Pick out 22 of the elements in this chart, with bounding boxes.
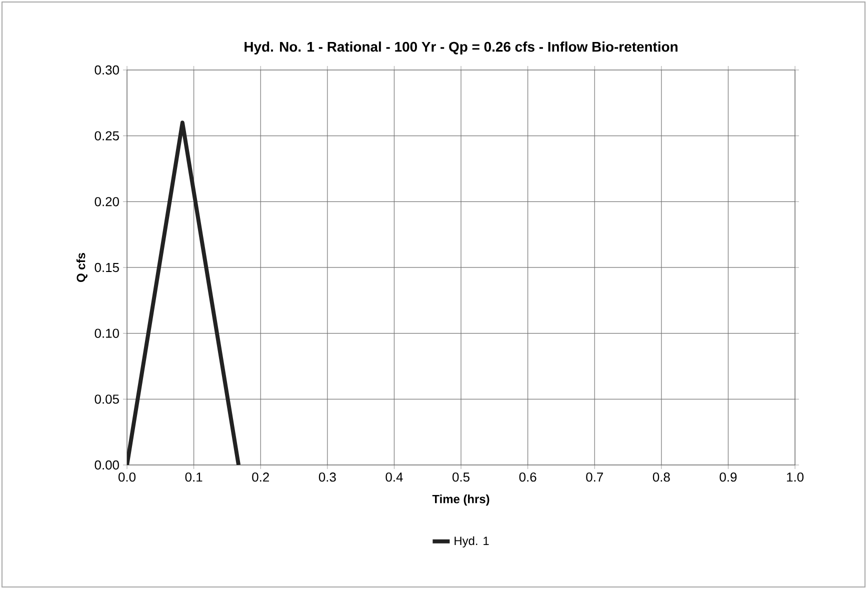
y-tick-label: 0.30: [94, 65, 119, 75]
y-tick-label: 0.05: [94, 394, 119, 404]
y-axis-title: Q cfs: [76, 253, 88, 282]
x-tick-label: 0.0: [118, 472, 136, 482]
y-tick-label: 0.20: [94, 197, 119, 206]
x-tick-label: 0.2: [252, 472, 269, 482]
legend-label: Hyd. 1: [454, 536, 489, 548]
y-tick-label: 0.10: [94, 328, 119, 338]
x-tick-label: 0.6: [519, 472, 536, 482]
x-tick-label: 0.7: [586, 472, 603, 482]
y-tick-label: 0.15: [94, 262, 119, 272]
x-tick-label: 1.0: [786, 472, 804, 482]
y-tick-label: 0.00: [94, 460, 119, 470]
x-tick-label: 0.1: [185, 472, 202, 482]
x-tick-label: 0.9: [720, 472, 737, 482]
chart-title: Hyd. No. 1 - Rational - 100 Yr - Qp = 0.26 cfs - Inflow Bio-retention: [244, 41, 678, 54]
x-tick-label: 0.8: [652, 472, 670, 482]
y-tick-label: 0.25: [94, 131, 119, 140]
x-axis-title: Time (hrs): [432, 494, 490, 506]
x-tick-label: 0.5: [452, 472, 470, 482]
x-tick-label: 0.3: [318, 472, 336, 482]
x-tick-label: 0.4: [386, 472, 403, 482]
